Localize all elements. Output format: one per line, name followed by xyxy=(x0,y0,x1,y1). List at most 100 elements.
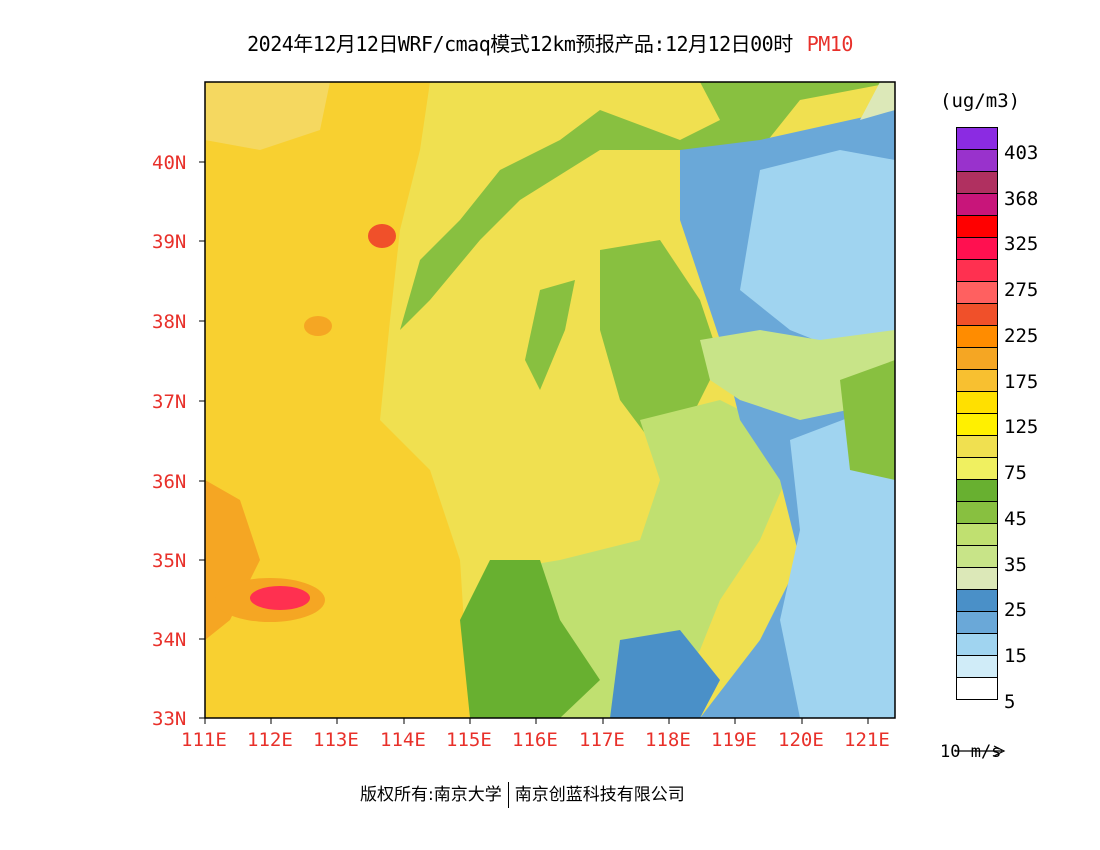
colorbar-segment xyxy=(956,149,998,171)
colorbar-segment xyxy=(956,325,998,347)
svg-text:33N: 33N xyxy=(152,708,186,730)
svg-text:117E: 117E xyxy=(579,729,625,751)
lon-tick: 114E xyxy=(380,718,426,751)
svg-text:119E: 119E xyxy=(711,729,757,751)
colorbar-label: 75 xyxy=(1004,462,1027,484)
reference-vector-label: 10 m/s xyxy=(940,742,1002,762)
colorbar-segment xyxy=(956,611,998,633)
lat-tick: 34N xyxy=(152,629,205,651)
lon-tick: 118E xyxy=(645,718,691,751)
svg-text:37N: 37N xyxy=(152,391,186,413)
hotspot-central xyxy=(304,316,332,336)
svg-text:113E: 113E xyxy=(313,729,359,751)
lat-tick: 39N xyxy=(152,231,205,253)
colorbar-segment xyxy=(956,545,998,567)
colorbar-segment xyxy=(956,127,998,149)
high-pm-west xyxy=(205,82,470,718)
colorbar-label: 125 xyxy=(1004,416,1039,438)
lon-tick: 111E xyxy=(181,718,227,751)
lat-tick: 36N xyxy=(152,471,205,493)
lat-tick: 33N xyxy=(152,708,205,730)
copyright-separator xyxy=(507,782,509,808)
title-main: 2024年12月12日WRF/cmaq模式12km预报产品:12月12日00时 xyxy=(247,32,793,56)
map-fields xyxy=(205,82,895,718)
svg-text:116E: 116E xyxy=(512,729,558,751)
colorbar-segment xyxy=(956,259,998,281)
copyright-owner: 版权所有:南京大学 xyxy=(360,785,502,805)
colorbar-segment xyxy=(956,281,998,303)
colorbar-segment xyxy=(956,457,998,479)
title-variable: PM10 xyxy=(806,32,854,56)
svg-text:34N: 34N xyxy=(152,629,186,651)
chart-title: 2024年12月12日WRF/cmaq模式12km预报产品:12月12日00时 P… xyxy=(0,28,1100,57)
lon-tick: 112E xyxy=(247,718,293,751)
colorbar-segment xyxy=(956,655,998,677)
hotspot-north xyxy=(368,224,396,248)
svg-text:114E: 114E xyxy=(380,729,426,751)
colorbar-label: 325 xyxy=(1004,233,1039,255)
colorbar-segment xyxy=(956,171,998,193)
reference-vector-arrow xyxy=(955,745,1006,757)
colorbar-segment xyxy=(956,237,998,259)
lon-tick: 116E xyxy=(512,718,558,751)
lat-tick: 37N xyxy=(152,391,205,413)
colorbar-segment xyxy=(956,435,998,457)
colorbar-segment xyxy=(956,413,998,435)
colorbar-label: 275 xyxy=(1004,279,1039,301)
colorbar-segment xyxy=(956,391,998,413)
colorbar-segment xyxy=(956,347,998,369)
lon-tick: 121E xyxy=(844,718,890,751)
colorbar-segment xyxy=(956,215,998,237)
bohai-light xyxy=(740,150,895,360)
svg-text:39N: 39N xyxy=(152,231,186,253)
svg-text:112E: 112E xyxy=(247,729,293,751)
colorbar-segment xyxy=(956,303,998,325)
green-coast-bohai xyxy=(600,240,720,440)
hotspot-red xyxy=(250,586,310,610)
lon-tick: 113E xyxy=(313,718,359,751)
green-band-north xyxy=(400,82,895,330)
colorbar-label: 175 xyxy=(1004,371,1039,393)
svg-text:35N: 35N xyxy=(152,550,186,572)
yellow-sea-light xyxy=(780,400,895,718)
svg-text:40N: 40N xyxy=(152,152,186,174)
korea-green xyxy=(840,360,895,480)
northeast-pale xyxy=(860,82,895,120)
map-frame xyxy=(204,81,896,719)
svg-text:111E: 111E xyxy=(181,729,227,751)
colorbar xyxy=(956,127,998,700)
green-southwest-band xyxy=(460,560,600,718)
legend-units: (ug/m3) xyxy=(940,90,1021,112)
colorbar-segment xyxy=(956,589,998,611)
colorbar-label: 403 xyxy=(1004,142,1039,164)
lon-tick: 119E xyxy=(711,718,757,751)
svg-text:118E: 118E xyxy=(645,729,691,751)
lat-tick: 35N xyxy=(152,550,205,572)
svg-text:36N: 36N xyxy=(152,471,186,493)
lon-tick: 120E xyxy=(778,718,824,751)
colorbar-segment xyxy=(956,479,998,501)
lat-tick: 40N xyxy=(152,152,205,174)
svg-text:120E: 120E xyxy=(778,729,824,751)
colorbar-label: 35 xyxy=(1004,554,1027,576)
copyright-line: 版权所有:南京大学 南京创蓝科技有限公司 xyxy=(360,780,685,808)
colorbar-segment xyxy=(956,567,998,589)
northwest-field xyxy=(205,82,330,150)
colorbar-label: 225 xyxy=(1004,325,1039,347)
colorbar-segment xyxy=(956,633,998,655)
latitude-axis: 40N 39N 38N 37N 36N 35N 34N 33N xyxy=(152,152,205,730)
svg-text:115E: 115E xyxy=(446,729,492,751)
colorbar-label: 25 xyxy=(1004,599,1027,621)
svg-text:121E: 121E xyxy=(844,729,890,751)
colorbar-label: 368 xyxy=(1004,188,1039,210)
lat-tick: 38N xyxy=(152,311,205,333)
colorbar-label: 5 xyxy=(1004,691,1016,713)
longitude-axis: 111E 112E 113E 114E 115E 116E 117E 118E … xyxy=(181,718,890,751)
colorbar-segment xyxy=(956,193,998,215)
colorbar-label: 15 xyxy=(1004,645,1027,667)
lon-tick: 117E xyxy=(579,718,625,751)
colorbar-segment xyxy=(956,501,998,523)
lon-tick: 115E xyxy=(446,718,492,751)
green-patch-center xyxy=(525,280,575,390)
